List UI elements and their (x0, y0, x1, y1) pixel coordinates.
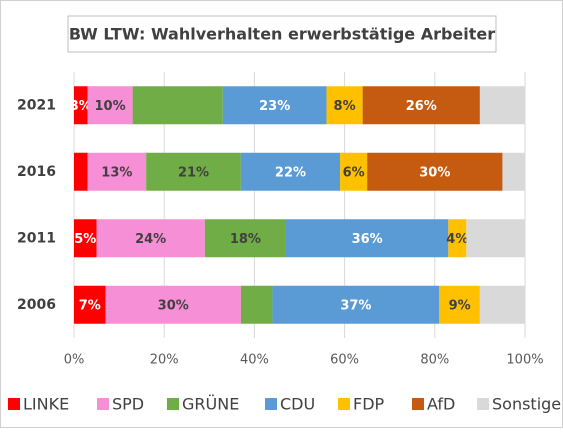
chart-title: BW LTW: Wahlverhalten erwerbstätige Arbe… (69, 25, 495, 44)
value-label: 30% (419, 165, 450, 180)
legend-swatch (412, 398, 424, 410)
y-tick-label: 2011 (17, 230, 56, 246)
value-label: 13% (101, 165, 132, 180)
y-tick-label: 2016 (17, 164, 56, 180)
x-tick-label: 80% (420, 353, 449, 368)
value-label: 7% (79, 298, 101, 313)
value-label: 22% (275, 165, 306, 180)
legend-label: LINKE (23, 395, 69, 414)
bar-segment (362, 86, 480, 125)
value-label: 23% (259, 99, 290, 114)
bar-segment (367, 152, 503, 191)
x-tick-label: 20% (150, 353, 179, 368)
legend-swatch (97, 398, 109, 410)
value-label: 30% (158, 298, 189, 313)
bar-segment (74, 285, 106, 324)
legend-swatch (265, 398, 277, 410)
y-tick-label: 2006 (17, 297, 56, 313)
bar-segment (479, 285, 525, 324)
value-label: 36% (352, 232, 383, 247)
value-label: 4% (446, 232, 468, 247)
legend-label: Sonstige (492, 395, 561, 414)
bar-segment (105, 285, 241, 324)
x-tick-label: 100% (506, 353, 543, 368)
legend-label: AfD (427, 395, 455, 414)
x-tick-label: 40% (240, 353, 269, 368)
x-tick-label: 60% (330, 353, 359, 368)
legend-swatch (338, 398, 350, 410)
value-label: 37% (340, 298, 371, 313)
bar-segment (340, 152, 368, 191)
legend-label: FDP (353, 395, 385, 414)
legend-label: GRÜNE (182, 395, 239, 414)
value-label: 3% (70, 99, 92, 114)
bar-segment (87, 152, 147, 191)
bar-segment (285, 219, 449, 258)
legend-swatch (167, 398, 179, 410)
bar-segment (204, 219, 286, 258)
bar-segment (272, 285, 440, 324)
bar-segment (132, 86, 223, 125)
value-label: 8% (334, 99, 356, 114)
value-label: 18% (230, 232, 261, 247)
value-label: 10% (95, 99, 126, 114)
x-tick-label: 0% (64, 353, 85, 368)
bar-segment (87, 86, 133, 125)
value-label: 9% (449, 298, 471, 313)
bar-segment (74, 86, 88, 125)
y-tick-label: 2021 (17, 97, 56, 113)
legend-swatch (8, 398, 20, 410)
bar-segment (439, 285, 480, 324)
legend-label: CDU (280, 395, 315, 414)
bar-segment (146, 152, 241, 191)
bar-segment (479, 86, 525, 125)
bar-segment (326, 86, 363, 125)
legend-swatch (477, 398, 489, 410)
bar-segment (222, 86, 327, 125)
bar-segment (74, 152, 88, 191)
value-label: 6% (343, 165, 365, 180)
bar-segment (502, 152, 525, 191)
value-label: 21% (178, 165, 209, 180)
bar-segment (74, 219, 97, 258)
bar-segment (96, 219, 205, 258)
bar-segment (240, 285, 273, 324)
legend-label: SPD (112, 395, 144, 414)
title-box (67, 15, 497, 53)
bar-segment (240, 152, 341, 191)
value-label: 26% (406, 99, 437, 114)
value-label: 5% (74, 232, 96, 247)
value-label: 24% (135, 232, 166, 247)
bar-segment (448, 219, 467, 258)
bar-segment (466, 219, 525, 258)
